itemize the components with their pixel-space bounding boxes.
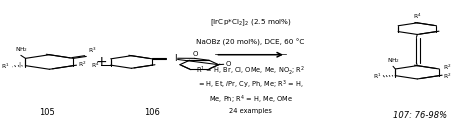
Text: R$^2$: R$^2$	[443, 72, 451, 81]
Text: = H, Et, $i$Pr, Cy, Ph, Me; R$^3$ = H,: = H, Et, $i$Pr, Cy, Ph, Me; R$^3$ = H,	[198, 79, 303, 91]
Text: [IrCp*Cl$_2$]$_2$ (2.5 mol%): [IrCp*Cl$_2$]$_2$ (2.5 mol%)	[210, 18, 292, 28]
Text: R$^2$: R$^2$	[443, 63, 451, 72]
Text: O: O	[226, 61, 231, 67]
Text: O: O	[192, 51, 198, 57]
Text: NH$_2$: NH$_2$	[386, 56, 400, 65]
Text: 106: 106	[144, 108, 160, 117]
Text: 24 examples: 24 examples	[229, 108, 272, 114]
Text: R$^1$: R$^1$	[1, 62, 9, 71]
Text: R$^1$ = H, Br, Cl, OMe, Me, NO$_2$; R$^2$: R$^1$ = H, Br, Cl, OMe, Me, NO$_2$; R$^2…	[196, 64, 305, 77]
Text: 105: 105	[39, 108, 55, 117]
Text: Me, Ph; R$^4$ = H, Me, OMe: Me, Ph; R$^4$ = H, Me, OMe	[209, 93, 292, 106]
Text: I: I	[174, 54, 177, 63]
Text: NaOBz (20 mol%), DCE, 60 °C: NaOBz (20 mol%), DCE, 60 °C	[196, 39, 305, 46]
Text: +: +	[96, 55, 107, 69]
Text: $\|$: $\|$	[18, 60, 22, 69]
Text: R$^2$: R$^2$	[78, 60, 86, 69]
Text: R$^4$: R$^4$	[91, 61, 99, 70]
Text: NH$_2$: NH$_2$	[15, 45, 28, 54]
Text: R$^4$: R$^4$	[413, 12, 421, 21]
Text: 107: 76-98%: 107: 76-98%	[392, 111, 447, 120]
Text: R$^1$: R$^1$	[373, 71, 382, 81]
Text: R$^3$: R$^3$	[88, 46, 96, 55]
